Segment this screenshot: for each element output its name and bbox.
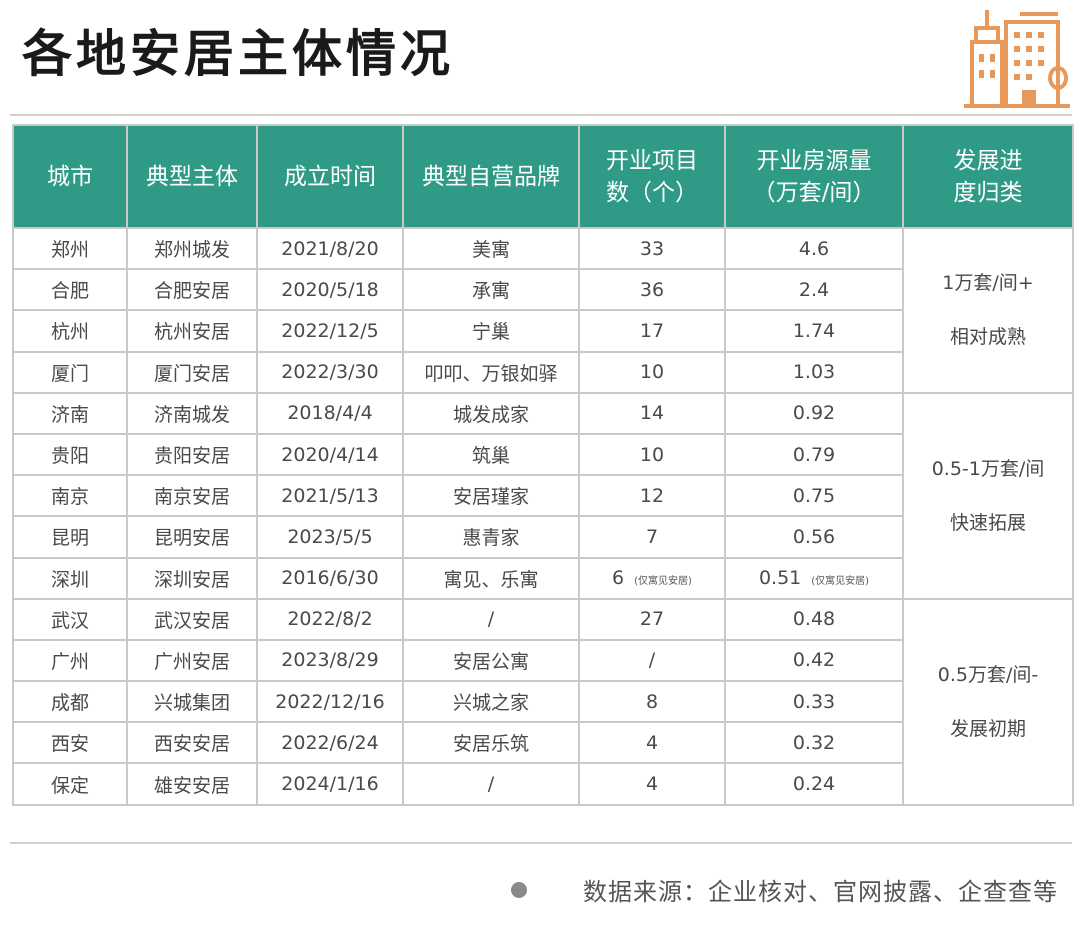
table-row: 杭州 杭州安居 2022/12/5 宁巢 17 1.74 xyxy=(12,309,1073,353)
stage-group-mature: 1万套/间+ 相对成熟 xyxy=(902,227,1074,394)
header-units: 开业房源量 （万套/间） xyxy=(724,124,904,229)
top-divider xyxy=(10,114,1072,116)
table-row: 贵阳 贵阳安居 2020/4/14 筑巢 10 0.79 xyxy=(12,432,1073,477)
table-row: 厦门 厦门安居 2022/3/30 叩叩、万银如驿 10 1.03 xyxy=(12,350,1073,394)
bullet-dot-icon xyxy=(511,882,527,898)
table-row: 西安 西安安居 2022/6/24 安居乐筑 4 0.32 xyxy=(12,721,1073,765)
building-icon xyxy=(964,10,1070,108)
data-table: 城市 典型主体 成立时间 典型自营品牌 开业项目 数（个） 开业房源量 （万套/间）… xyxy=(12,124,1074,806)
header-entity: 典型主体 xyxy=(126,124,258,229)
table-row: 济南 济南城发 2018/4/4 城发成家 14 0.92 0.5-1万套/间 快速拓展 xyxy=(12,391,1074,600)
table-row: 郑州 郑州城发 2021/8/20 美寓 33 4.6 1万套/间+ 相对成熟 xyxy=(12,226,1074,394)
data-source-footer: 数据来源：企业核对、官网披露、企查查等 xyxy=(511,872,1058,907)
units-footnote: (仅寓见安居) xyxy=(811,576,870,588)
bottom-divider xyxy=(10,842,1072,844)
header-date: 成立时间 xyxy=(256,124,404,229)
table-row: 合肥 合肥安居 2020/5/18 承寓 36 2.4 xyxy=(12,268,1073,312)
table-row: 广州 广州安居 2023/8/29 安居公寓/0.42 xyxy=(12,638,1073,683)
header-projects: 开业项目 数（个） xyxy=(578,124,726,229)
table-row: 武汉 武汉安居 2022/8/2/27 0.48 0.5万套/间- 发展初期 xyxy=(12,597,1074,806)
header-stage: 发展进 度归类 xyxy=(902,124,1074,229)
table-row: 保定 雄安安居 2024/1/16/4 0.24 xyxy=(12,762,1073,806)
table-row: 南京 南京安居 2021/5/13 安居瑾家 12 0.75 xyxy=(12,474,1073,518)
table-header-row: 城市 典型主体 成立时间 典型自营品牌 开业项目 数（个） 开业房源量 （万套/间）… xyxy=(12,124,1074,229)
stage-group-expanding: 0.5-1万套/间 快速拓展 xyxy=(902,391,1074,600)
table-row: 深圳 深圳安居 2016/6/30 寓见、乐寓 6 (仅寓见安居) 0.51 (仅寓见安居… xyxy=(12,556,1073,600)
header-city: 城市 xyxy=(12,124,128,229)
page-title: 各地安居主体情况 xyxy=(22,25,454,83)
table-row: 昆明 昆明安居 2023/5/5 惠青家 7 0.56 xyxy=(12,515,1073,559)
data-source-text: 数据来源：企业核对、官网披露、企查查等 xyxy=(583,878,1058,906)
stage-group-early: 0.5万套/间- 发展初期 xyxy=(902,597,1074,806)
header-brand: 典型自营品牌 xyxy=(402,124,580,229)
projects-footnote: (仅寓见安居) xyxy=(634,576,692,588)
table-row: 成都 兴城集团 2022/12/16 兴城之家 8 0.33 xyxy=(12,680,1073,724)
